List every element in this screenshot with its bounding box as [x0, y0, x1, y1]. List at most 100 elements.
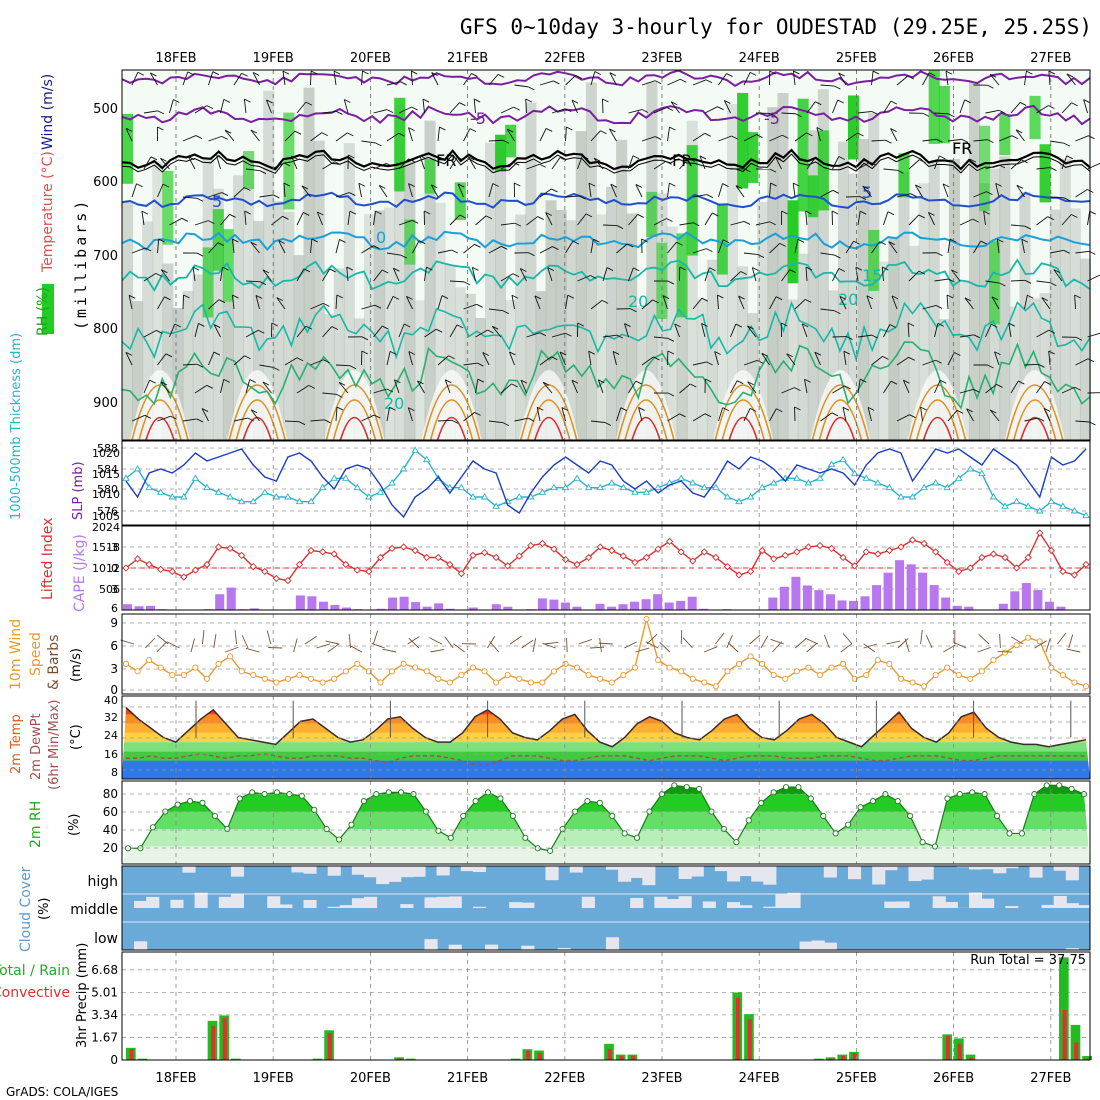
- cloud-row-label: low: [94, 931, 118, 947]
- wind-barb-feather: [954, 352, 961, 356]
- wind-barb: [266, 99, 272, 114]
- wind-barb-feather: [793, 70, 800, 75]
- wind-barb: [526, 332, 540, 338]
- wind-barb: [959, 334, 974, 338]
- wind-barb: [667, 78, 681, 86]
- wind-barb: [430, 184, 439, 198]
- wind-barb-feather: [776, 408, 783, 413]
- wind-barb: [857, 379, 861, 394]
- wind-barb: [959, 218, 973, 226]
- wind10m-barb: [953, 641, 967, 649]
- wind-barb: [169, 323, 176, 338]
- wind10m-point: [643, 615, 650, 623]
- wind10m-point: [215, 660, 222, 667]
- temp-band: [122, 732, 1090, 743]
- wind-barb-feather: [666, 218, 673, 222]
- rh-green-column: [787, 200, 799, 284]
- wind-label: Wind (m/s): [40, 74, 56, 150]
- rh-gray-column: [525, 102, 537, 440]
- wind-barb: [511, 295, 515, 310]
- cape-bar: [952, 605, 962, 610]
- cape-bar: [215, 594, 225, 610]
- wind-barb-feather: [891, 295, 899, 300]
- lifted-index-point: [261, 567, 269, 576]
- wind-barb: [842, 407, 847, 422]
- wind-barb-feather: [217, 242, 225, 247]
- wind-barb-feather: [928, 211, 935, 216]
- wind-barb-feather: [551, 188, 558, 193]
- cloud-high-gap: [303, 866, 317, 874]
- wind10m-point: [273, 679, 280, 686]
- thickness-point: [874, 479, 882, 486]
- wind-barb-feather: [485, 215, 493, 220]
- wind-barb-feather: [797, 238, 805, 243]
- lifted-index-point: [457, 569, 466, 578]
- cape-bar: [825, 594, 835, 610]
- wind-barb: [716, 295, 719, 310]
- rh-green-column: [817, 130, 829, 211]
- rh2m-point: [782, 784, 790, 791]
- wind-barb: [628, 214, 639, 226]
- wind-barb-feather: [249, 379, 256, 383]
- lifted-index-point: [966, 564, 974, 572]
- cloud-middle-gap: [666, 899, 680, 908]
- wind-barb-feather: [525, 98, 532, 103]
- wind-barb-feather: [885, 139, 892, 144]
- wind-barb-feather: [757, 359, 764, 364]
- wind-barb: [590, 420, 605, 423]
- lifted-index-point: [955, 567, 963, 576]
- wind-barb-feather: [632, 155, 640, 160]
- li-tick: -3: [107, 541, 118, 554]
- temp2m-frame: [121, 695, 1091, 780]
- slp-tick: 1005: [92, 510, 120, 523]
- wind-barb-feather: [652, 299, 659, 304]
- wind-barb: [641, 80, 656, 86]
- wind-barb: [386, 351, 391, 366]
- cloud-high-gap: [678, 866, 692, 879]
- wind-barb: [143, 156, 152, 170]
- lifted-index-point: [133, 555, 142, 563]
- rh-gray-column: [545, 200, 557, 440]
- wind-barb-feather: [598, 379, 605, 384]
- wind-barb-feather: [201, 408, 209, 412]
- wind-barb-feather: [662, 295, 670, 300]
- lifted-index-point: [203, 560, 211, 569]
- wind-barb: [946, 295, 949, 310]
- wind-barb: [628, 155, 634, 170]
- freezing-level: [121, 148, 1091, 171]
- wind-barb: [169, 99, 174, 114]
- wind-barb-feather: [670, 101, 678, 106]
- wind-barb: [985, 109, 1000, 114]
- slp-frame: [121, 440, 1091, 526]
- wind-barb-feather: [704, 413, 712, 418]
- wind-barb-feather: [889, 324, 896, 328]
- cape-bar: [341, 607, 351, 610]
- wind-barb-feather: [160, 157, 167, 162]
- cape-bar: [918, 572, 928, 610]
- wind-barb: [1015, 129, 1025, 142]
- wind-barb-feather: [736, 380, 744, 385]
- wind-barb-feather: [411, 70, 418, 75]
- wind-barb: [131, 414, 145, 422]
- rh-gray-column: [495, 147, 507, 440]
- wind-barb-feather: [221, 192, 228, 196]
- wind-barb-feather: [973, 334, 981, 339]
- cape-bar: [779, 586, 789, 610]
- lifted-index-point: [631, 558, 639, 567]
- cloud-low-gap: [448, 944, 462, 950]
- wind-barb-feather: [961, 138, 969, 143]
- lifted-index-point: [573, 560, 581, 569]
- wind10m-barb: [920, 630, 923, 645]
- wind-barb: [743, 72, 751, 86]
- wind-barb-feather: [857, 132, 864, 137]
- contour-label: -5: [470, 109, 486, 128]
- wind-barb: [755, 221, 770, 226]
- thickness-line: [125, 449, 1087, 517]
- wind-barb: [638, 407, 643, 422]
- wind-barb: [1036, 167, 1051, 170]
- cloud-high-gap: [908, 866, 922, 882]
- wind-barb-feather: [545, 212, 552, 216]
- wind-barb: [322, 268, 331, 282]
- rh-green-column: [424, 158, 436, 194]
